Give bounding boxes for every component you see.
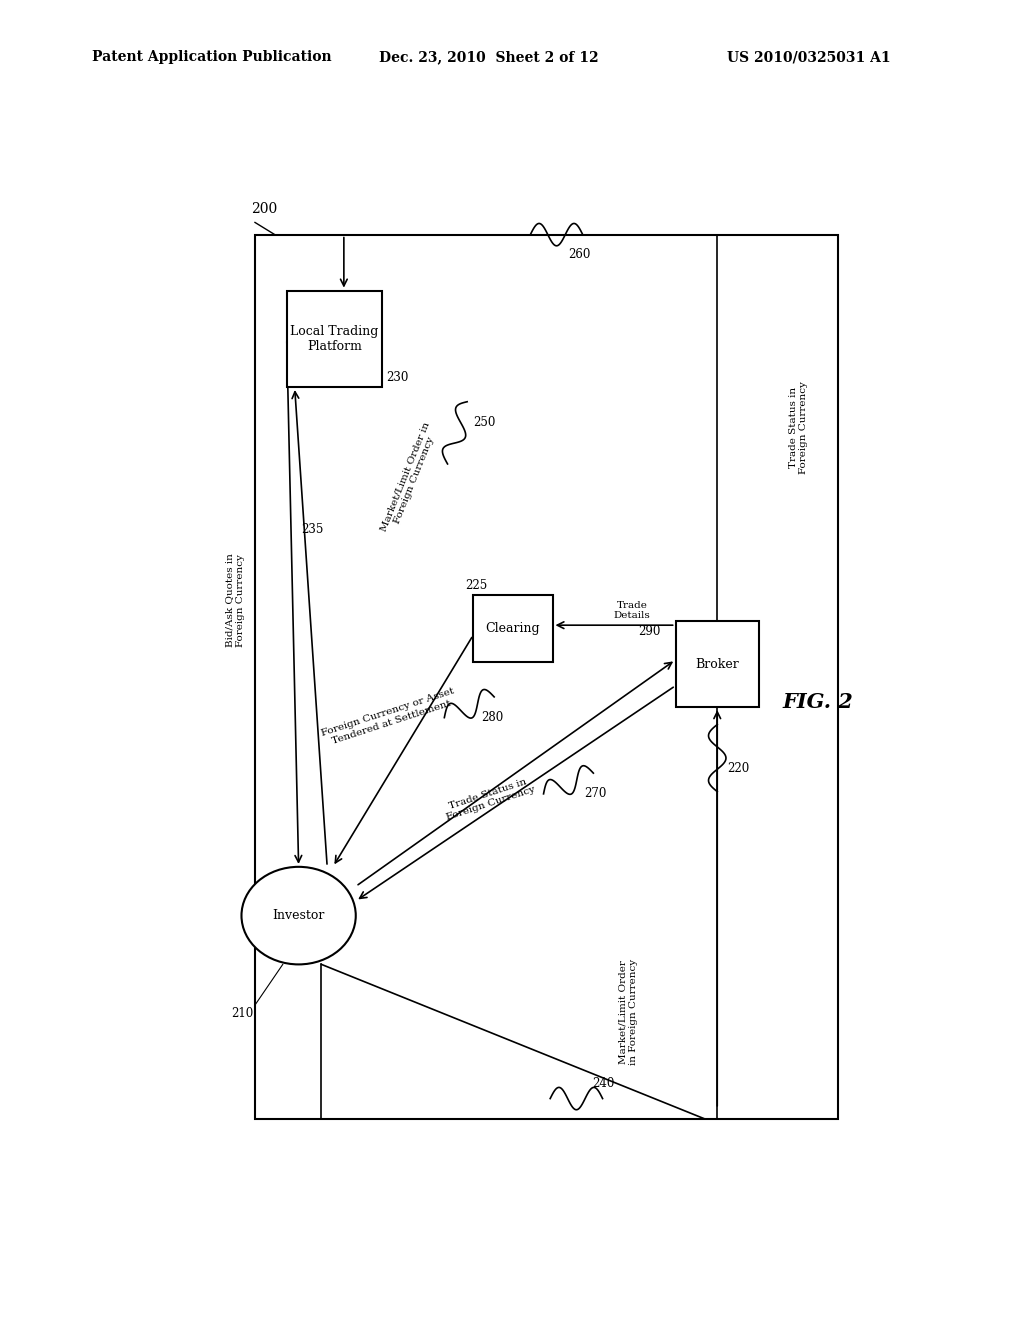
Text: 200: 200 (251, 202, 278, 216)
Text: Market/Limit Order
in Foreign Currency: Market/Limit Order in Foreign Currency (618, 960, 638, 1065)
Text: Trade Status in
Foreign Currency: Trade Status in Foreign Currency (788, 381, 808, 474)
Text: Patent Application Publication: Patent Application Publication (92, 50, 332, 65)
Text: Broker: Broker (695, 657, 739, 671)
Text: 290: 290 (638, 624, 660, 638)
Text: 270: 270 (585, 787, 606, 800)
Text: 260: 260 (568, 248, 591, 261)
Bar (473, 595, 553, 661)
Text: 210: 210 (231, 1007, 253, 1019)
Text: US 2010/0325031 A1: US 2010/0325031 A1 (727, 50, 891, 65)
Text: Investor: Investor (272, 909, 325, 923)
Text: 240: 240 (592, 1077, 614, 1090)
Text: Market/Limit Order in
Foreign Currency: Market/Limit Order in Foreign Currency (379, 421, 440, 536)
Text: Local Trading
Platform: Local Trading Platform (290, 325, 379, 352)
Bar (676, 620, 759, 708)
Text: Bid/Ask Quotes in
Foreign Currency: Bid/Ask Quotes in Foreign Currency (225, 553, 245, 648)
Text: Trade
Details: Trade Details (613, 601, 650, 620)
Ellipse shape (242, 867, 355, 965)
Text: Trade Status in
Foreign Currency: Trade Status in Foreign Currency (442, 775, 537, 822)
Text: Dec. 23, 2010  Sheet 2 of 12: Dec. 23, 2010 Sheet 2 of 12 (379, 50, 598, 65)
Text: 230: 230 (386, 371, 409, 384)
Bar (255, 235, 839, 1119)
Text: 280: 280 (481, 711, 504, 723)
Text: Foreign Currency or Asset
Tendered at Settlement: Foreign Currency or Asset Tendered at Se… (321, 686, 459, 748)
Text: 225: 225 (465, 578, 487, 591)
Text: 250: 250 (473, 416, 496, 429)
Text: FIG. 2: FIG. 2 (782, 692, 853, 713)
Text: 235: 235 (301, 523, 324, 536)
Text: Clearing: Clearing (485, 622, 541, 635)
Text: 220: 220 (727, 762, 749, 775)
Bar (287, 290, 382, 387)
